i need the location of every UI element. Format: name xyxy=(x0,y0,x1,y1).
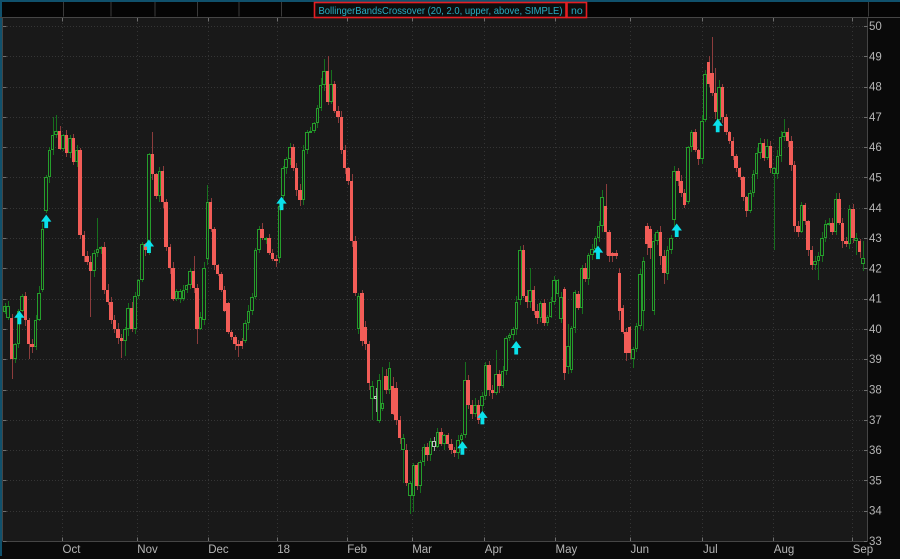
svg-text:Apr: Apr xyxy=(485,544,503,556)
svg-text:49: 49 xyxy=(869,51,882,63)
svg-text:33: 33 xyxy=(869,536,882,548)
svg-text:50: 50 xyxy=(869,21,882,33)
svg-text:48: 48 xyxy=(869,82,882,94)
svg-text:Nov: Nov xyxy=(137,544,158,556)
svg-text:35: 35 xyxy=(869,475,882,487)
svg-text:43: 43 xyxy=(869,233,882,245)
svg-text:45: 45 xyxy=(869,173,882,185)
svg-text:Aug: Aug xyxy=(774,544,794,556)
svg-text:Mar: Mar xyxy=(412,544,432,556)
svg-text:Jun: Jun xyxy=(631,544,650,556)
svg-text:41: 41 xyxy=(869,294,882,306)
svg-text:39: 39 xyxy=(869,354,882,366)
svg-text:47: 47 xyxy=(869,112,882,124)
svg-text:no: no xyxy=(571,5,583,17)
svg-text:37: 37 xyxy=(869,415,882,427)
svg-text:Jul: Jul xyxy=(703,544,718,556)
svg-text:34: 34 xyxy=(869,506,882,518)
svg-text:Oct: Oct xyxy=(63,544,82,556)
svg-text:42: 42 xyxy=(869,263,882,275)
svg-text:38: 38 xyxy=(869,385,882,397)
svg-text:Sep: Sep xyxy=(853,544,873,556)
svg-text:44: 44 xyxy=(869,203,882,215)
svg-text:Dec: Dec xyxy=(208,544,229,556)
svg-text:46: 46 xyxy=(869,142,882,154)
svg-text:May: May xyxy=(556,544,578,556)
svg-text:36: 36 xyxy=(869,445,882,457)
svg-text:40: 40 xyxy=(869,324,882,336)
svg-text:Feb: Feb xyxy=(347,544,367,556)
svg-text:BollingerBandsCrossover (20, 2: BollingerBandsCrossover (20, 2.0, upper,… xyxy=(319,5,563,17)
svg-text:18: 18 xyxy=(277,544,290,556)
